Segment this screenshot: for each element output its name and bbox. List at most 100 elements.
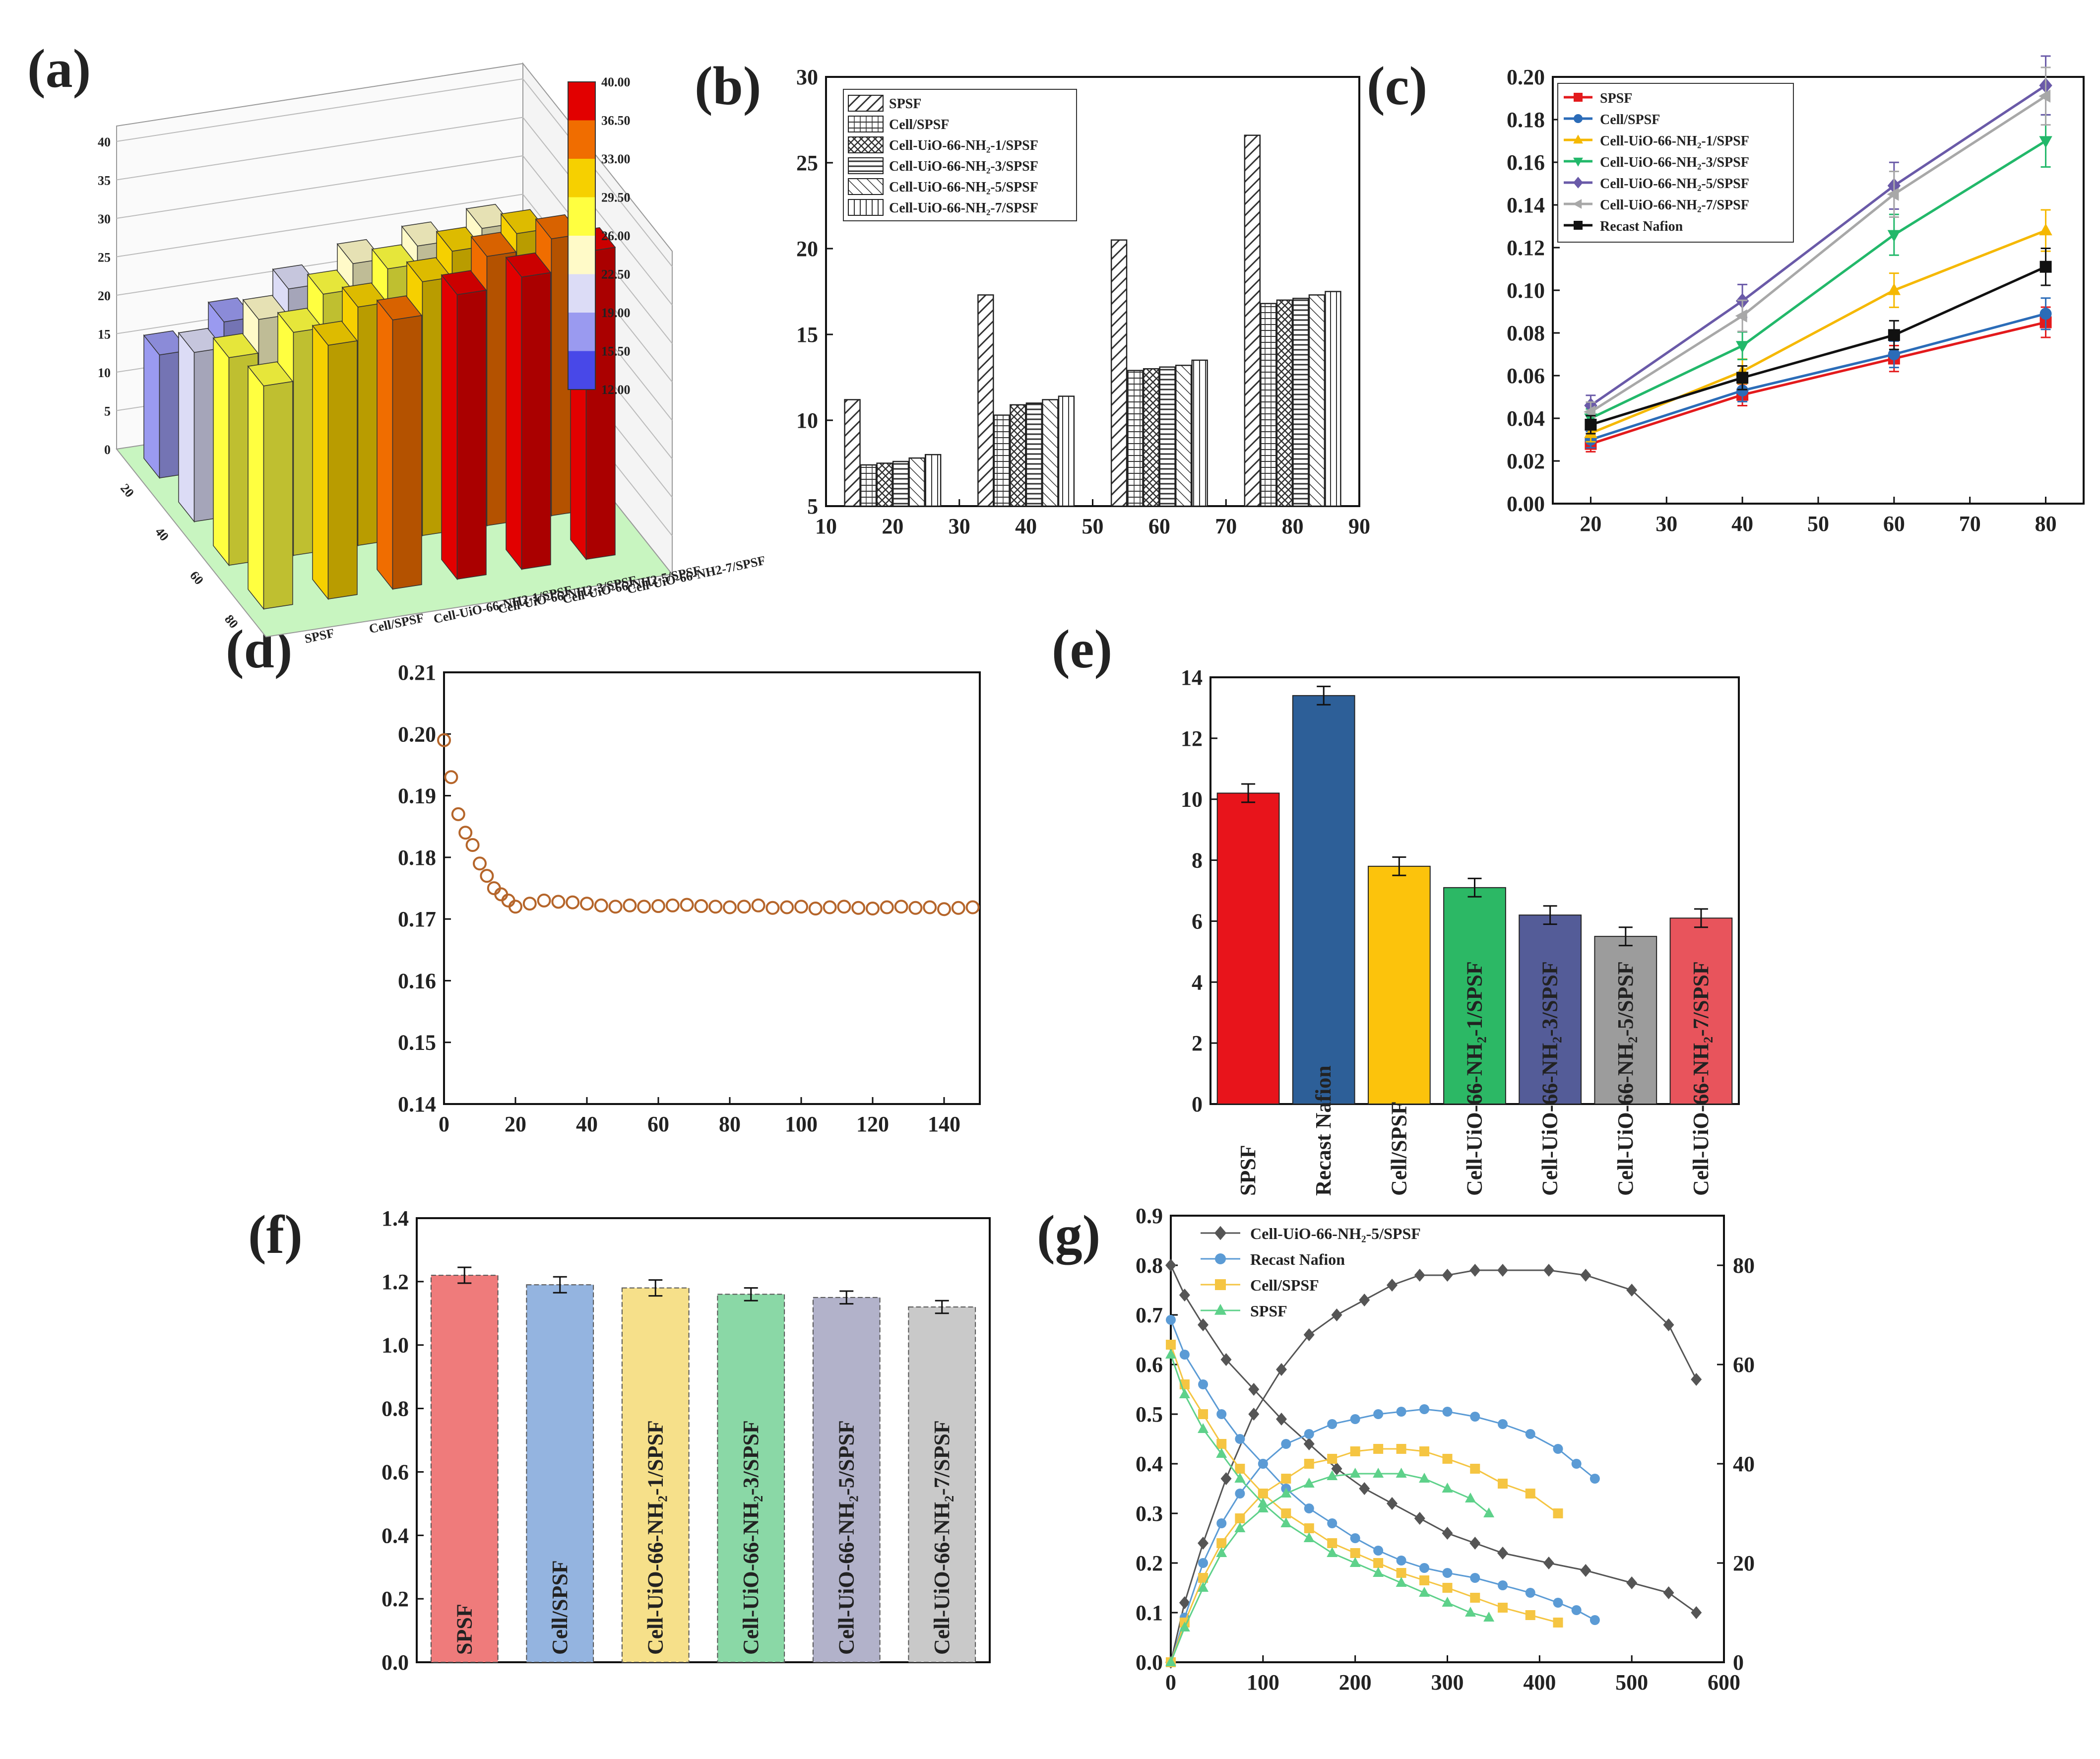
voltage-point — [1498, 1603, 1508, 1613]
bar-top-face — [505, 252, 552, 278]
y-tick-label: 0.2 — [1136, 1551, 1163, 1575]
data-point — [2039, 136, 2052, 148]
z-tick-label: 35 — [98, 174, 111, 188]
y-tick-label: 0.06 — [1507, 364, 1545, 388]
voltage-point — [1442, 1568, 1453, 1578]
voltage-point — [1419, 1587, 1430, 1597]
data-point — [522, 897, 537, 911]
power-point — [1525, 1489, 1535, 1498]
voltage-point — [1525, 1610, 1535, 1620]
voltage-point — [1248, 1383, 1260, 1396]
power-point — [1553, 1444, 1563, 1454]
y-tick-label: 5 — [807, 494, 818, 519]
legend-label: Cell-UiO-66-NH₂-7/SPSF — [1600, 197, 1749, 213]
power-point — [1304, 1459, 1314, 1469]
category-label: Cell-UiO-66-NH₂-3/SPSF — [1538, 961, 1562, 1196]
voltage-point — [1419, 1575, 1430, 1585]
data-point — [537, 893, 551, 908]
bar-front-face — [506, 256, 522, 571]
power-point — [1626, 1284, 1638, 1297]
power-point — [1281, 1474, 1291, 1484]
data-point — [965, 900, 980, 914]
voltage-point — [1216, 1448, 1227, 1458]
y-tick-label: 0.00 — [1507, 492, 1545, 516]
y-tick-label: 6 — [1192, 909, 1203, 933]
voltage-line — [1170, 1354, 1489, 1619]
data-point — [594, 898, 608, 912]
y-tick-label: 10 — [1181, 787, 1203, 812]
category-label: SPSF — [452, 1604, 476, 1655]
bar-front-face — [213, 337, 230, 567]
voltage-point — [1442, 1583, 1453, 1593]
power-point — [1327, 1454, 1337, 1464]
voltage-point — [1327, 1518, 1337, 1528]
power-point — [1469, 1264, 1481, 1277]
voltage-point — [1327, 1547, 1338, 1557]
y-tick-label: 0.1 — [1136, 1601, 1163, 1625]
y-tick-label: 0.19 — [398, 784, 436, 808]
panel-label-e: (e) — [1052, 619, 1112, 679]
data-point — [866, 902, 880, 916]
bar-front-face — [178, 331, 195, 523]
voltage-point — [1303, 1437, 1315, 1450]
bar — [1669, 917, 1733, 1105]
series-line — [1590, 312, 2046, 441]
legend-label: Recast Nafion — [1600, 219, 1683, 234]
power-point — [1373, 1444, 1384, 1454]
voltage-point — [1350, 1548, 1360, 1558]
panel-d-conductivity-time: 0 20 40 60 80 100 120 140 0.14 0.15 0.16 0.17 0.18 0.… — [398, 660, 981, 1136]
data-point — [723, 900, 737, 914]
power-point — [1553, 1508, 1563, 1518]
panel-c-proton-conductivity: 20 30 40 50 60 70 80 0.00 0.02 0.04 0.06 0.08 0.10 0.… — [1507, 55, 2085, 536]
data-point — [437, 733, 451, 747]
y-tick-label: 20 — [796, 237, 818, 261]
y-tick-label: 15 — [796, 323, 818, 347]
grid-line — [116, 194, 673, 383]
data-point — [566, 895, 580, 910]
voltage-point — [1553, 1598, 1563, 1608]
power-point — [1235, 1489, 1245, 1498]
voltage-point — [1590, 1615, 1600, 1625]
x-tick-label: 90 — [1348, 514, 1370, 538]
plot-frame — [416, 1217, 991, 1663]
voltage-point — [1216, 1409, 1227, 1419]
x-tick-label: 40 — [576, 1112, 598, 1136]
power-point — [1276, 1363, 1287, 1376]
grid-line — [116, 117, 673, 306]
y-tick-label: 0.02 — [1507, 449, 1545, 473]
x-tick-label: 30 — [949, 514, 970, 538]
data-point — [708, 900, 723, 914]
x-tick-label: 70 — [1959, 512, 1981, 536]
power-point — [1216, 1547, 1227, 1557]
colorbar-segment — [568, 313, 595, 351]
data-point — [580, 897, 594, 911]
voltage-point — [1470, 1573, 1480, 1583]
voltage-point — [1442, 1527, 1453, 1540]
bar-0-3 — [1244, 134, 1261, 507]
x-tick-label: 40 — [152, 524, 172, 544]
bar-0-1 — [977, 294, 994, 507]
colorbar-label: 40.00 — [601, 75, 631, 89]
voltage-point — [1525, 1588, 1535, 1598]
x-tick-label: 600 — [1708, 1670, 1740, 1694]
data-point — [608, 900, 623, 914]
voltage-point — [1166, 1315, 1176, 1325]
power-point — [1442, 1483, 1453, 1493]
series-line — [1590, 84, 2046, 407]
y-tick-label: 12 — [1181, 726, 1203, 751]
legend-label: Cell-UiO-66-NH₂-5/SPSF — [1250, 1225, 1421, 1242]
voltage-point — [1396, 1577, 1407, 1587]
voltage-line — [1170, 1265, 1697, 1614]
x-tick-label: 200 — [1339, 1670, 1372, 1694]
bar-top-face — [312, 321, 358, 346]
x-tick-label: 60 — [1148, 514, 1170, 538]
power-point — [1387, 1279, 1398, 1292]
x-tick-label: 50 — [1807, 512, 1829, 536]
legend-label: SPSF — [1600, 91, 1632, 106]
data-point — [473, 856, 487, 871]
voltage-point — [1626, 1576, 1638, 1589]
y-tick-label: 0.6 — [382, 1460, 409, 1484]
z-tick-label: 5 — [104, 404, 111, 419]
z-tick-label: 0 — [104, 443, 111, 457]
